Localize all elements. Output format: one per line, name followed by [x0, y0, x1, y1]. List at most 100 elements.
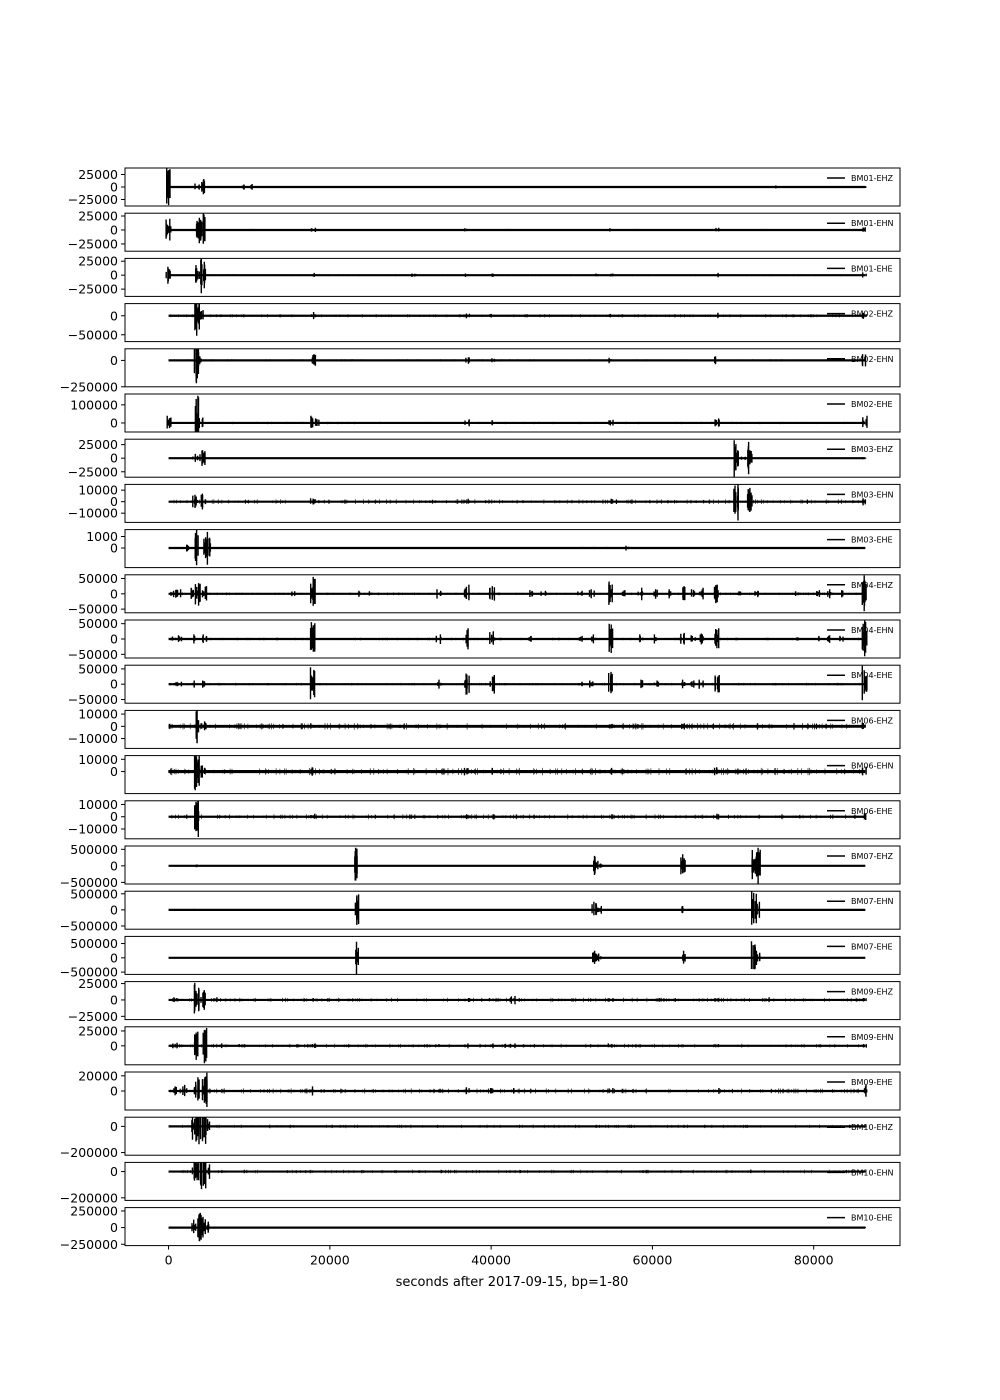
y-tick-label: 0 — [110, 494, 118, 509]
event-burst — [200, 765, 207, 778]
y-tick-label: −25000 — [68, 236, 118, 251]
event-burst — [597, 860, 603, 870]
event-burst — [314, 418, 320, 426]
legend-label: BM03-EHZ — [851, 445, 894, 454]
x-tick-label: 80000 — [794, 1253, 834, 1268]
event-burst — [577, 635, 583, 642]
event-burst — [713, 813, 720, 820]
event-burst — [863, 1084, 868, 1097]
y-tick-label: −50000 — [68, 692, 118, 707]
event-burst — [750, 1169, 755, 1174]
event-burst — [746, 487, 753, 512]
y-tick-label: −500000 — [60, 965, 118, 980]
event-burst — [841, 590, 844, 598]
panel-frame — [124, 393, 901, 433]
event-burst — [176, 681, 183, 687]
event-burst — [861, 665, 868, 701]
panel-frame — [124, 529, 901, 569]
noise-trace — [168, 228, 863, 231]
event-burst — [201, 179, 206, 195]
y-tick-label: −250000 — [60, 379, 118, 394]
event-burst — [291, 591, 296, 597]
panel-frame — [124, 1207, 901, 1247]
event-burst — [186, 544, 191, 552]
event-burst — [177, 635, 183, 642]
event-burst — [194, 529, 199, 566]
event-burst — [193, 1077, 200, 1101]
event-burst — [794, 591, 801, 596]
y-tick-label: 0 — [110, 1220, 118, 1235]
event-burst — [204, 1163, 211, 1180]
y-tick-label: 25000 — [78, 254, 118, 269]
event-burst — [464, 998, 471, 1002]
event-burst — [214, 997, 219, 1003]
y-tick-label: −500000 — [60, 875, 118, 890]
event-burst — [309, 498, 316, 505]
event-burst — [193, 982, 200, 1014]
event-burst — [714, 998, 719, 1002]
y-tick-label: 250000 — [70, 1203, 118, 1218]
y-tick-label: −10000 — [68, 731, 118, 746]
legend-label: BM04-EHE — [851, 671, 893, 680]
event-burst — [166, 415, 172, 429]
event-burst — [597, 953, 602, 962]
event-burst — [682, 950, 686, 964]
event-burst — [195, 265, 200, 283]
noise-trace — [169, 1226, 863, 1229]
event-burst — [464, 498, 469, 504]
event-burst — [201, 586, 208, 601]
y-tick-label: 25000 — [78, 208, 118, 223]
event-burst — [658, 998, 662, 1002]
event-burst — [311, 998, 314, 1002]
event-burst — [465, 628, 469, 650]
y-tick-label: 100000 — [70, 397, 118, 412]
event-burst — [202, 634, 208, 643]
event-burst — [733, 440, 739, 478]
event-burst — [250, 184, 253, 190]
event-burst — [589, 546, 595, 549]
noise-trace — [175, 1169, 864, 1174]
event-burst — [242, 184, 245, 190]
panel-bm06-ehz: 100000−10000 BM06-EHZ — [68, 707, 901, 749]
event-burst — [607, 814, 613, 820]
event-burst — [682, 586, 686, 601]
event-burst — [597, 906, 602, 914]
event-burst — [637, 587, 644, 601]
x-tick-label: 60000 — [633, 1253, 673, 1268]
event-burst — [681, 906, 684, 914]
event-burst — [170, 636, 177, 641]
panel-bm02-ehz: 0 −50000 BM02-EHZ — [68, 303, 901, 342]
event-burst — [699, 633, 704, 645]
event-burst — [194, 583, 201, 606]
event-burst — [714, 675, 720, 693]
event-burst — [861, 272, 867, 278]
event-burst — [681, 679, 686, 689]
event-burst — [590, 634, 595, 644]
event-burst — [609, 723, 614, 729]
event-burst — [509, 1043, 516, 1049]
event-burst — [861, 766, 867, 776]
event-burst — [592, 950, 598, 964]
event-burst — [713, 767, 720, 776]
event-burst — [193, 755, 200, 791]
legend-label: BM04-EHN — [851, 626, 894, 635]
event-burst — [775, 185, 778, 189]
legend-label: BM06-EHN — [851, 762, 894, 771]
noise-trace — [171, 457, 861, 459]
event-burst — [310, 1086, 314, 1096]
event-burst — [653, 680, 660, 687]
y-tick-label: −25000 — [68, 192, 118, 207]
event-burst — [608, 623, 614, 653]
y-tick-label: 0 — [110, 541, 118, 556]
event-burst — [194, 183, 200, 190]
event-burst — [173, 1086, 177, 1096]
y-tick-label: 10000 — [78, 752, 118, 767]
event-burst — [191, 1162, 197, 1181]
legend-label: BM07-EHN — [851, 897, 894, 906]
event-burst — [191, 680, 196, 688]
y-tick-label: 0 — [110, 1038, 118, 1053]
event-burst — [166, 168, 171, 206]
y-tick-label: 0 — [110, 950, 118, 965]
